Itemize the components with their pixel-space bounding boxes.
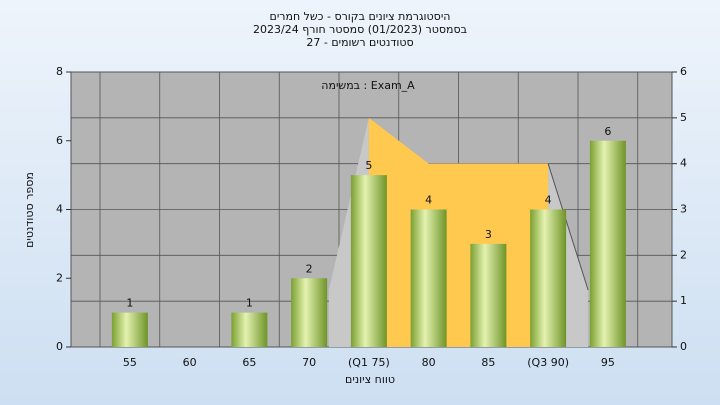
bar [470,243,507,347]
annotation: במשימה : Exam_A [321,79,415,92]
x-tick-label: 80 [422,356,436,369]
data-label: 4 [425,194,432,207]
x-tick-label: (Q1 75) [348,356,390,369]
bar [291,278,328,347]
data-label: 5 [365,159,372,172]
bar [410,209,447,347]
y-axis-label: מספר סטודנטים [23,172,36,248]
x-tick-label: 70 [302,356,316,369]
y-tick-label: 8 [56,65,63,78]
x-tick-label: 65 [242,356,256,369]
x-tick-label: 55 [123,356,137,369]
data-label: 4 [545,194,552,207]
title-line: בסמסטר (01/2023) סמסטר חורף 2023/24 [253,23,467,36]
title-line: היסטוגרמת ציונים בקורס - כשל חמרים [270,10,451,23]
y2-tick-label: 0 [680,340,687,353]
data-label: 2 [306,262,313,275]
title-line: סטודנטים רשומים - 27 [306,36,413,49]
y2-tick-label: 2 [680,248,687,261]
bar [111,312,148,347]
x-tick-label: 95 [601,356,615,369]
x-tick-label: 60 [183,356,197,369]
x-tick-label: 85 [481,356,495,369]
y-tick-label: 0 [56,340,63,353]
bar [530,209,567,347]
y2-tick-label: 1 [680,294,687,307]
y2-tick-label: 6 [680,65,687,78]
y2-tick-label: 5 [680,111,687,124]
bar [231,312,268,347]
bar [589,140,626,347]
data-label: 6 [604,125,611,138]
data-label: 3 [485,228,492,241]
y-tick-label: 6 [56,134,63,147]
x-axis-label: טווח ציונים [345,373,395,386]
x-tick-label: (Q3 90) [527,356,569,369]
tail-line [547,163,589,291]
bar [350,175,387,347]
data-label: 1 [246,297,253,310]
y2-tick-label: 3 [680,203,687,216]
y-tick-label: 2 [56,271,63,284]
y-tick-label: 4 [56,203,63,216]
data-label: 1 [126,297,133,310]
y2-tick-label: 4 [680,157,687,170]
